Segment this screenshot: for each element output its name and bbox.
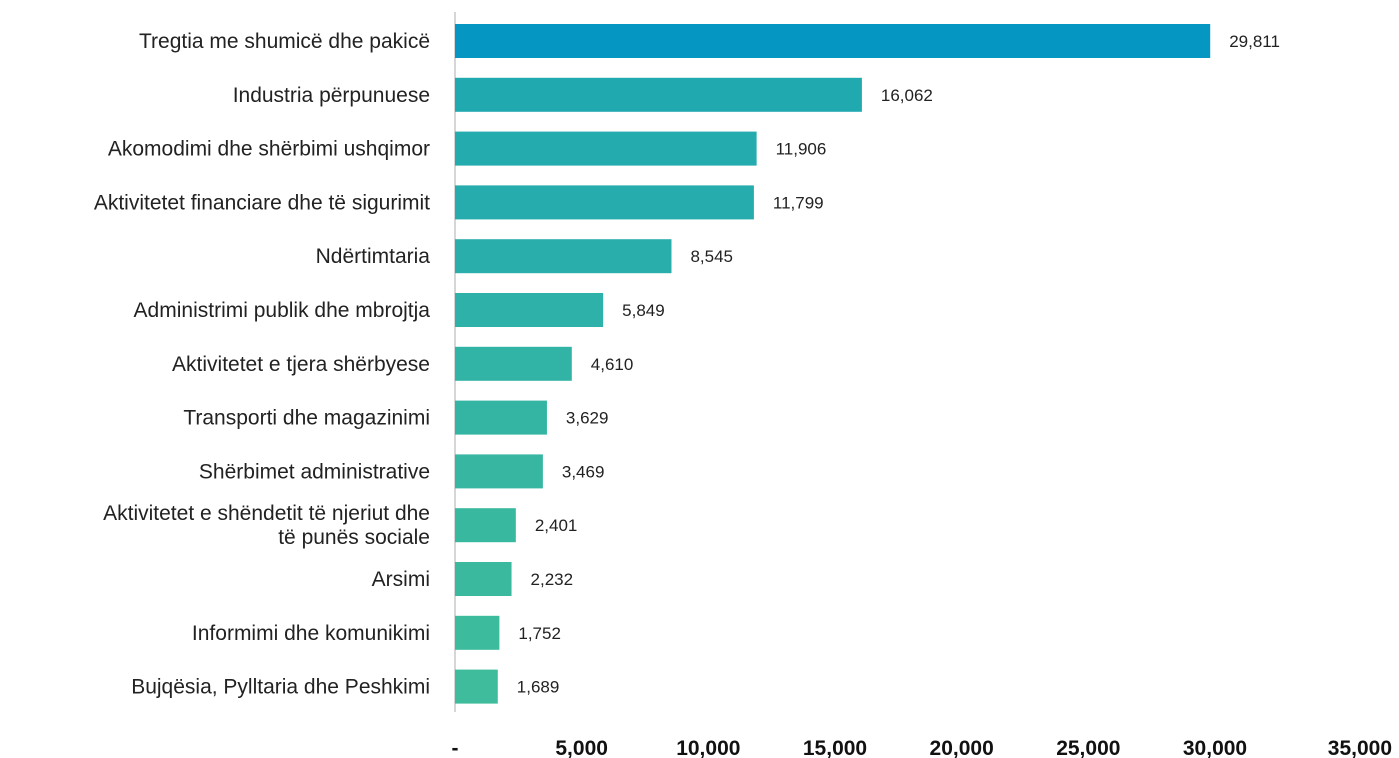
- category-label-line: Aktivitetet financiare dhe të sigurimit: [94, 191, 430, 214]
- category-label-line: Ndërtimtaria: [316, 245, 431, 268]
- value-label-2: 11,906: [776, 140, 827, 159]
- category-label-line: të punës sociale: [278, 526, 430, 549]
- value-label-0: 29,811: [1229, 32, 1280, 51]
- category-label-line: Shërbimet administrative: [199, 460, 430, 483]
- category-label-line: Tregtia me shumicë dhe pakicë: [139, 30, 430, 53]
- x-tick-label-2: 10,000: [676, 737, 740, 758]
- value-label-5: 5,849: [622, 301, 665, 320]
- category-label-line: Arsimi: [372, 568, 430, 591]
- category-label-9: Aktivitetet e shëndetit të njeriut dhe të…: [103, 502, 430, 549]
- category-label-line: Industria përpunuese: [233, 84, 430, 107]
- x-tick-label-6: 30,000: [1183, 737, 1247, 758]
- category-label-line: Akomodimi dhe shërbimi ushqimor: [108, 138, 430, 161]
- category-label-line: Aktivitetet e tjera shërbyese: [172, 353, 430, 376]
- bar-9: [455, 508, 516, 543]
- category-label-line: Aktivitetet e shëndetit të njeriut dhe: [103, 502, 430, 525]
- value-label-12: 1,689: [517, 678, 560, 697]
- x-tick-label-0: -: [452, 737, 459, 758]
- category-label-11: Informimi dhe komunikimi: [192, 622, 430, 645]
- value-label-9: 2,401: [535, 516, 578, 535]
- category-label-1: Industria përpunuese: [233, 84, 430, 107]
- bar-4: [455, 239, 672, 274]
- category-label-2: Akomodimi dhe shërbimi ushqimor: [108, 138, 430, 161]
- x-tick-label-5: 25,000: [1056, 737, 1120, 758]
- value-label-4: 8,545: [690, 247, 733, 266]
- value-label-6: 4,610: [591, 355, 634, 374]
- category-label-line: Bujqësia, Pylltaria dhe Peshkimi: [131, 676, 430, 699]
- bar-1: [455, 77, 862, 112]
- category-label-5: Administrimi publik dhe mbrojtja: [134, 299, 431, 322]
- category-label-8: Shërbimet administrative: [199, 460, 430, 483]
- labels-layer: Tregtia me shumicë dhe pakicë 29,811 Indus…: [94, 30, 1280, 699]
- category-label-line: Informimi dhe komunikimi: [192, 622, 430, 645]
- category-label-3: Aktivitetet financiare dhe të sigurimit: [94, 191, 430, 214]
- x-tick-label-3: 15,000: [803, 737, 867, 758]
- bar-6: [455, 346, 572, 381]
- value-label-11: 1,752: [518, 624, 561, 643]
- bar-3: [455, 185, 754, 220]
- category-label-7: Transporti dhe magazinimi: [183, 407, 430, 430]
- bar-11: [455, 615, 500, 650]
- bar-0: [455, 24, 1211, 58]
- bar-8: [455, 454, 543, 489]
- x-tick-label-4: 20,000: [930, 737, 994, 758]
- category-label-6: Aktivitetet e tjera shërbyese: [172, 353, 430, 376]
- category-label-12: Bujqësia, Pylltaria dhe Peshkimi: [131, 676, 430, 699]
- bar-7: [455, 400, 547, 435]
- category-label-10: Arsimi: [372, 568, 430, 591]
- value-label-10: 2,232: [531, 570, 574, 589]
- x-tick-label-1: 5,000: [555, 737, 608, 758]
- bars-layer: [455, 24, 1211, 704]
- category-label-4: Ndërtimtaria: [316, 245, 431, 268]
- bar-10: [455, 562, 512, 596]
- value-label-1: 16,062: [881, 86, 933, 105]
- x-tick-label-7: 35,000: [1328, 737, 1392, 758]
- category-label-0: Tregtia me shumicë dhe pakicë: [139, 30, 430, 53]
- value-label-7: 3,629: [566, 409, 609, 428]
- value-label-8: 3,469: [562, 462, 605, 481]
- category-label-line: Transporti dhe magazinimi: [183, 407, 430, 430]
- bar-5: [455, 293, 604, 327]
- bar-12: [455, 669, 498, 704]
- x-tick-labels: - 5,000 10,000 15,000 20,000 25,000 30,000 35,0…: [452, 737, 1393, 758]
- bar-2: [455, 131, 757, 166]
- value-label-3: 11,799: [773, 193, 824, 212]
- category-label-line: Administrimi publik dhe mbrojtja: [134, 299, 431, 322]
